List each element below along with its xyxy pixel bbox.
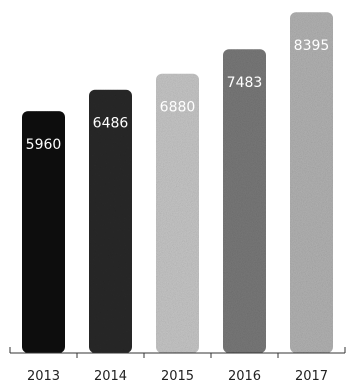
bars-group xyxy=(22,12,333,353)
bar-2017 xyxy=(290,12,333,353)
bar-2014 xyxy=(89,89,132,353)
value-label-2013: 5960 xyxy=(26,137,62,153)
x-tick-labels-group: 2013 2014 2015 2016 2017 xyxy=(27,369,328,384)
value-labels-group: 5960 6486 6880 7483 8395 xyxy=(26,38,330,153)
x-tick-label-2016: 2016 xyxy=(228,369,261,384)
value-label-2014: 6486 xyxy=(93,116,129,132)
x-tick-label-2015: 2015 xyxy=(161,369,194,384)
x-tick-label-2014: 2014 xyxy=(94,369,127,384)
bar-2016 xyxy=(223,49,266,353)
value-label-2016: 7483 xyxy=(227,75,263,91)
value-label-2015: 6880 xyxy=(160,100,196,116)
x-tick-label-2017: 2017 xyxy=(295,369,328,384)
bar-2015 xyxy=(156,73,199,353)
value-label-2017: 8395 xyxy=(294,38,330,54)
x-axis xyxy=(9,347,346,358)
x-tick-label-2013: 2013 xyxy=(27,369,60,384)
bar-2013 xyxy=(22,111,65,353)
